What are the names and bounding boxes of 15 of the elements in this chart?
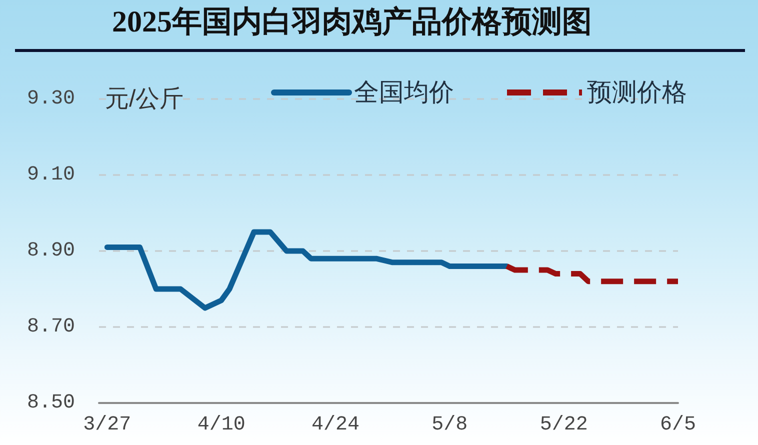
x-tick-label: 3/27: [83, 414, 132, 436]
x-tick-label: 6/5: [660, 414, 696, 436]
y-tick-label: 9.10: [26, 164, 75, 186]
y-axis-title: 元/公斤: [105, 86, 184, 112]
y-tick-label: 9.30: [26, 88, 75, 110]
y-tick-label: 8.70: [26, 316, 75, 338]
chart-title: 2025年国内白羽肉鸡产品价格预测图: [112, 6, 592, 38]
x-tick-label: 4/24: [311, 414, 360, 436]
y-tick-label: 8.50: [26, 392, 75, 414]
y-tick-label: 8.90: [26, 240, 75, 262]
x-tick-label: 5/22: [540, 414, 588, 436]
x-tick-label: 4/10: [197, 414, 246, 436]
legend-label: 预测价格: [587, 78, 687, 106]
legend-label: 全国均价: [354, 78, 454, 106]
x-tick-label: 5/8: [432, 414, 468, 436]
